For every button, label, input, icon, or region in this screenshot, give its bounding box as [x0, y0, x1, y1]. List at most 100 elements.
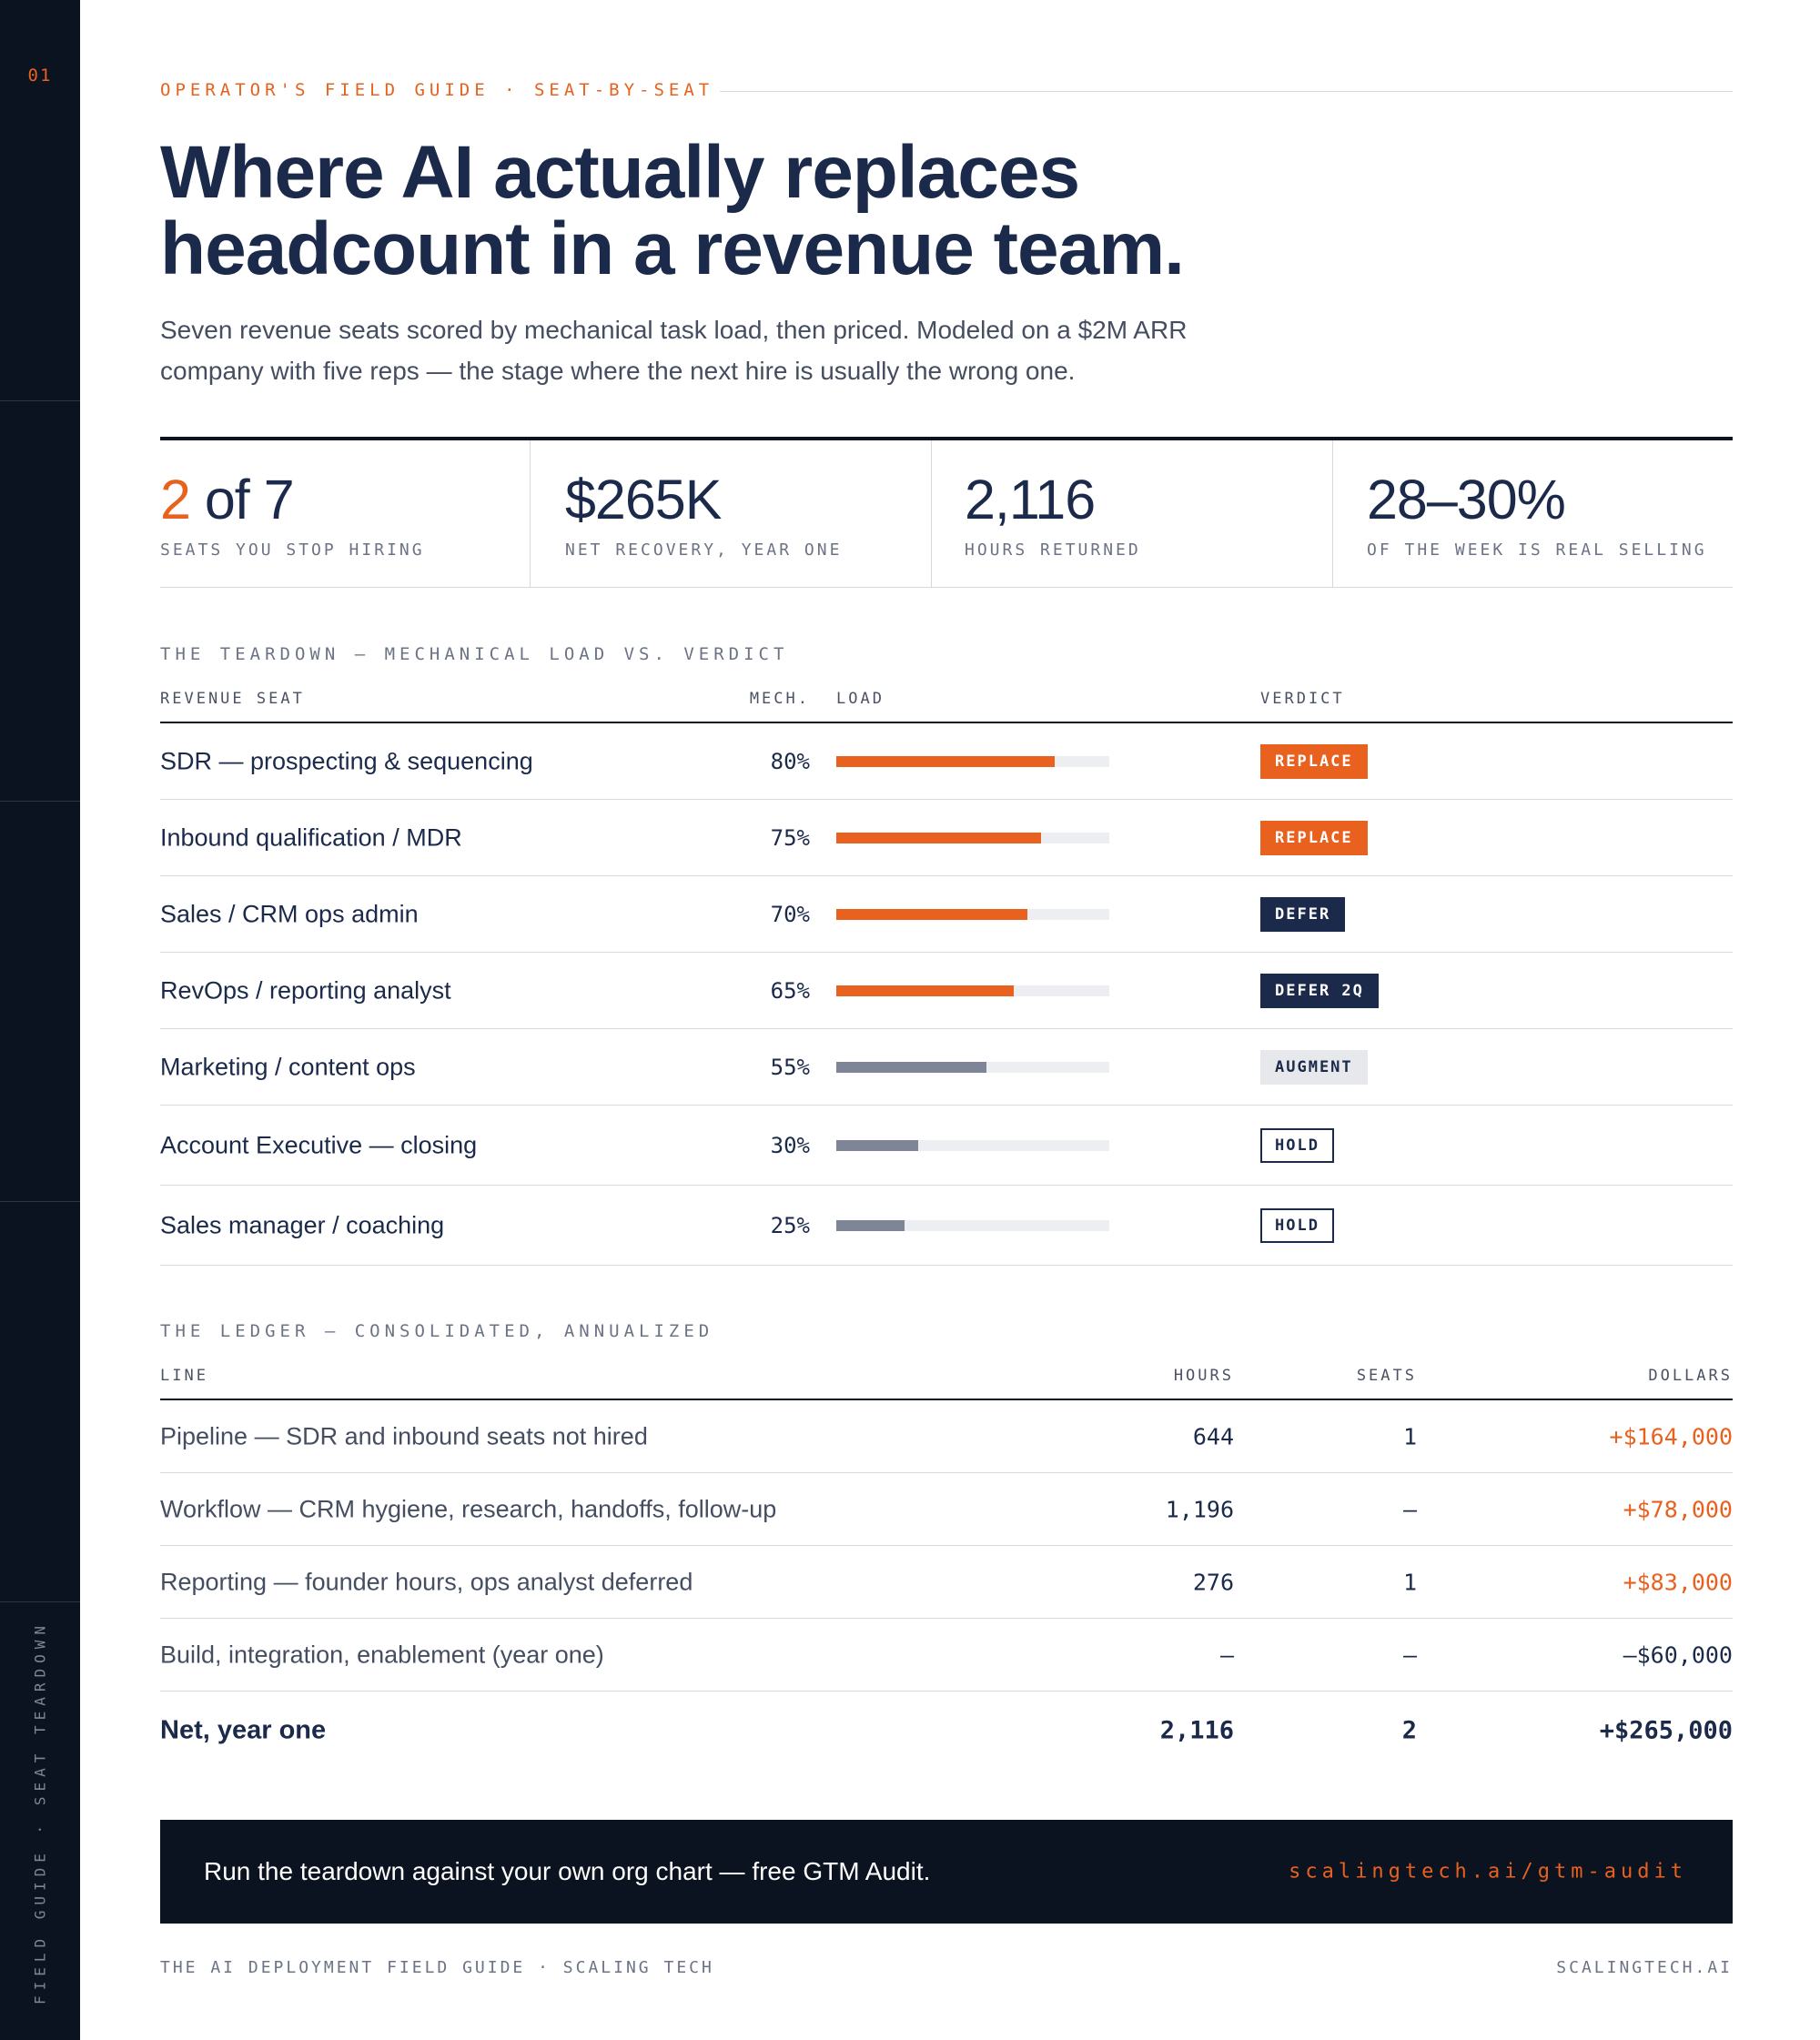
teardown-section-label: THE TEARDOWN — MECHANICAL LOAD VS. VERDI…	[160, 644, 789, 664]
stat-divider	[931, 440, 932, 588]
ledger-row: Build, integration, enablement (year one…	[160, 1619, 1733, 1692]
footer-left: THE AI DEPLOYMENT FIELD GUIDE · SCALING …	[160, 1958, 714, 1977]
stat-label: HOURS RETURNED	[965, 540, 1141, 560]
ledger-total-seats: 2	[1401, 1716, 1417, 1745]
mech-percent: 80%	[770, 748, 810, 774]
col-header-line: LINE	[160, 1367, 208, 1385]
ledger-dollars: +$164,000	[1609, 1423, 1733, 1449]
teardown-row: Sales manager / coaching 25% HOLD	[160, 1186, 1733, 1266]
kicker: OPERATOR'S FIELD GUIDE · SEAT-BY-SEAT	[160, 80, 714, 100]
subtitle-line-2: company with five reps — the stage where…	[160, 357, 1076, 385]
ledger-row: Reporting — founder hours, ops analyst d…	[160, 1546, 1733, 1619]
ledger-dollars: –$60,000	[1623, 1641, 1733, 1668]
ledger-dollars: +$83,000	[1623, 1569, 1733, 1595]
title-line-2: headcount in a revenue team.	[160, 207, 1185, 290]
ledger-seats: –	[1402, 1496, 1417, 1522]
stat-value-accent: 2	[160, 469, 191, 530]
cta-text: Run the teardown against your own org ch…	[204, 1857, 931, 1885]
ledger-total-hours: 2,116	[1159, 1716, 1234, 1745]
load-bar-track	[836, 1219, 1109, 1231]
ledger-line-label: Workflow — CRM hygiene, research, handof…	[160, 1495, 777, 1522]
verdict-badge: REPLACE	[1260, 743, 1368, 779]
sidebar-divider	[0, 801, 80, 802]
mech-percent: 30%	[770, 1132, 810, 1158]
ledger-line-label: Reporting — founder hours, ops analyst d…	[160, 1568, 693, 1595]
ledger-total-label: Net, year one	[160, 1715, 327, 1745]
ledger-hours: –	[1219, 1641, 1234, 1668]
load-bar-track	[836, 908, 1109, 920]
cta-banner: Run the teardown against your own org ch…	[160, 1820, 1733, 1924]
ledger-hours: 276	[1192, 1569, 1234, 1595]
title-line-1: Where AI actually replaces	[160, 131, 1080, 214]
seat-name: Account Executive — closing	[160, 1131, 478, 1158]
stat-divider	[1332, 440, 1333, 588]
ledger-line-label: Build, integration, enablement (year one…	[160, 1641, 604, 1668]
teardown-row: Marketing / content ops 55% AUGMENT	[160, 1029, 1733, 1106]
teardown-row: RevOps / reporting analyst 65% DEFER 2Q	[160, 953, 1733, 1029]
page-subtitle: Seven revenue seats scored by mechanical…	[160, 309, 1307, 391]
seat-name: Sales manager / coaching	[160, 1211, 445, 1238]
gtm-audit-link[interactable]: scalingtech.ai/gtm-audit	[1289, 1860, 1687, 1883]
verdict-badge: HOLD	[1260, 1207, 1334, 1243]
seat-name: RevOps / reporting analyst	[160, 976, 451, 1004]
stat-value: 28–30%	[1367, 468, 1566, 531]
ledger-header-rule	[160, 1399, 1733, 1400]
kicker-row: OPERATOR'S FIELD GUIDE · SEAT-BY-SEAT	[160, 80, 1733, 104]
teardown-row: Sales / CRM ops admin 70% DEFER	[160, 876, 1733, 953]
ledger-seats: –	[1402, 1641, 1417, 1668]
col-header-mech: MECH.	[749, 690, 810, 708]
mech-percent: 55%	[770, 1054, 810, 1080]
load-bar-fill	[836, 1139, 918, 1151]
ledger-total-dollars: +$265,000	[1599, 1716, 1733, 1745]
page-number: 01	[27, 66, 53, 86]
col-header-seats: SEATS	[1356, 1367, 1417, 1385]
load-bar-track	[836, 1061, 1109, 1073]
col-header-hours: HOURS	[1173, 1367, 1234, 1385]
stat-value-rest: 2,116	[965, 469, 1096, 530]
seat-name: Sales / CRM ops admin	[160, 900, 419, 927]
stat-label: NET RECOVERY, YEAR ONE	[565, 540, 843, 560]
page-title: Where AI actually replaces headcount in …	[160, 135, 1525, 288]
mech-percent: 70%	[770, 901, 810, 927]
teardown-row: SDR — prospecting & sequencing 80% REPLA…	[160, 723, 1733, 800]
ledger-seats: 1	[1402, 1569, 1417, 1595]
seat-name: Marketing / content ops	[160, 1053, 416, 1080]
ledger-hours: 644	[1192, 1423, 1234, 1449]
stat-value: 2 of 7	[160, 468, 295, 531]
load-bar-fill	[836, 985, 1014, 996]
col-header-dollars: DOLLARS	[1648, 1367, 1733, 1385]
load-bar-fill	[836, 832, 1041, 843]
verdict-badge: DEFER 2Q	[1260, 973, 1379, 1008]
footer-right: SCALINGTECH.AI	[1556, 1958, 1733, 1977]
col-header-seat: REVENUE SEAT	[160, 690, 305, 708]
ledger-line-label: Pipeline — SDR and inbound seats not hir…	[160, 1422, 648, 1449]
sidebar-divider	[0, 400, 80, 401]
stat-value: 2,116	[965, 468, 1096, 531]
sidebar-section-label: FIELD GUIDE · SEAT TEARDOWN	[31, 1620, 49, 2005]
mech-percent: 65%	[770, 977, 810, 1004]
teardown-row: Inbound qualification / MDR 75% REPLACE	[160, 800, 1733, 876]
stat-value-rest: of 7	[189, 469, 295, 530]
seat-name: SDR — prospecting & sequencing	[160, 747, 533, 774]
load-bar-fill	[836, 908, 1027, 920]
verdict-badge: REPLACE	[1260, 820, 1368, 855]
ledger-row: Workflow — CRM hygiene, research, handof…	[160, 1473, 1733, 1546]
load-bar-track	[836, 1139, 1109, 1151]
teardown-row: Account Executive — closing 30% HOLD	[160, 1106, 1733, 1186]
mech-percent: 75%	[770, 824, 810, 851]
stat-seats-stopped: 2 of 7 SEATS YOU STOP HIRING	[160, 440, 530, 588]
verdict-badge: AUGMENT	[1260, 1049, 1368, 1085]
sidebar-divider	[0, 1601, 80, 1602]
load-bar-fill	[836, 1061, 986, 1073]
verdict-badge: HOLD	[1260, 1127, 1334, 1163]
stat-divider	[530, 440, 531, 588]
col-header-verdict: VERDICT	[1260, 690, 1345, 708]
load-bar-fill	[836, 1219, 905, 1231]
stat-value-rest: $265K	[565, 469, 722, 530]
stats-strip: 2 of 7 SEATS YOU STOP HIRING $265K NET R…	[160, 437, 1733, 588]
stat-hours-returned: 2,116 HOURS RETURNED	[932, 440, 1332, 588]
seat-name: Inbound qualification / MDR	[160, 823, 462, 851]
ledger-section-label: THE LEDGER — CONSOLIDATED, ANNUALIZED	[160, 1321, 714, 1341]
sidebar-divider	[0, 1201, 80, 1202]
stat-label: SEATS YOU STOP HIRING	[160, 540, 425, 560]
